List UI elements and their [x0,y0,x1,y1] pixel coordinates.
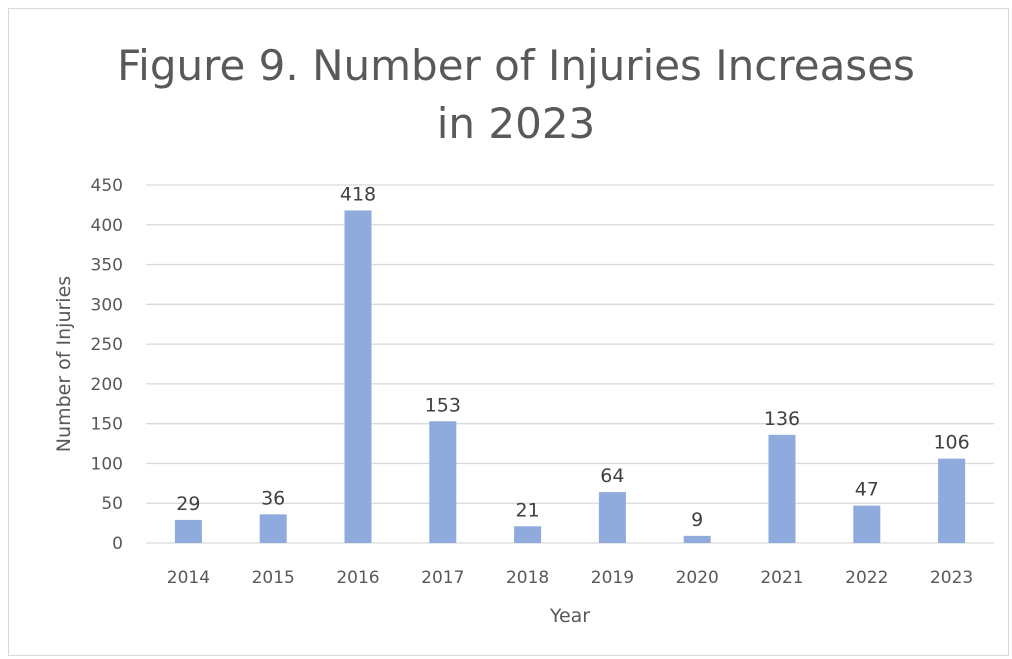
x-axis-ticks: 2014 2015 2016 2017 2018 2019 2020 2021 2022 2023 [167,568,973,588]
x-tick-label: 2023 [930,568,973,588]
x-axis-title: Year [549,605,590,627]
y-tick-label: 0 [112,534,123,554]
x-tick-label: 2021 [760,568,803,588]
chart-title-line-2: in 2023 [437,99,596,148]
y-tick-label: 50 [101,494,123,514]
data-label-2023: 106 [933,432,969,454]
data-label-2020: 9 [691,509,703,531]
y-tick-label: 200 [91,375,123,395]
bar-2016 [344,210,372,544]
x-tick-label: 2018 [506,568,549,588]
y-tick-label: 300 [91,295,123,315]
x-tick-label: 2020 [676,568,719,588]
y-axis-ticks: 0 50 100 150 200 250 300 350 400 450 [91,176,123,554]
x-tick-label: 2015 [252,568,295,588]
y-axis-title: Number of Injuries [53,276,75,452]
data-label-2015: 36 [261,487,285,509]
x-tick-label: 2014 [167,568,210,588]
data-label-2017: 153 [425,394,461,416]
bars [174,210,966,544]
y-tick-label: 400 [91,216,123,236]
bar-2021 [768,434,796,543]
bar-2019 [598,492,626,543]
data-label-2022: 47 [855,479,879,501]
bar-2020 [683,535,711,543]
x-tick-label: 2022 [845,568,888,588]
bar-2017 [429,421,457,543]
data-label-2021: 136 [764,408,800,430]
y-tick-label: 350 [91,256,123,276]
bar-2023 [938,458,966,543]
bar-2022 [853,505,881,543]
bar-2014 [174,519,202,543]
y-tick-label: 250 [91,335,123,355]
data-label-2018: 21 [516,499,540,521]
x-tick-label: 2019 [591,568,634,588]
bar-2015 [259,514,287,543]
data-label-2014: 29 [176,493,200,515]
x-tick-label: 2017 [421,568,464,588]
y-tick-label: 100 [91,454,123,474]
data-label-2019: 64 [600,465,624,487]
bar-2018 [514,526,542,543]
chart-title-line-1: Figure 9. Number of Injuries Increases [117,41,915,90]
y-tick-label: 450 [91,176,123,196]
chart-frame [8,8,1009,656]
data-label-2016: 418 [340,183,376,205]
y-tick-label: 150 [91,415,123,435]
x-tick-label: 2016 [336,568,379,588]
data-labels: 29 36 418 153 21 64 9 136 47 106 [176,183,969,530]
gridlines [146,184,994,544]
